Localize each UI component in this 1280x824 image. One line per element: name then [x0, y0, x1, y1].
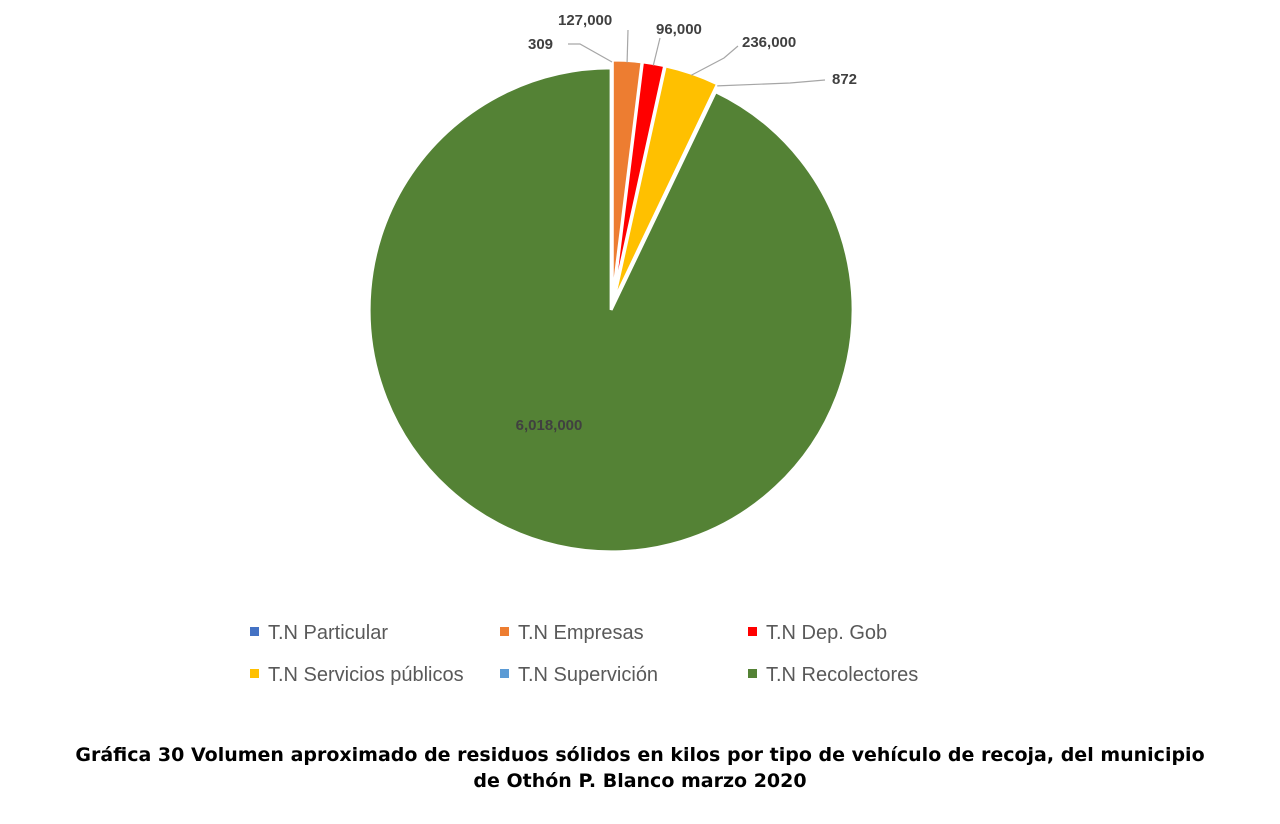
data-label: 309 — [528, 36, 553, 53]
legend-item-dep-gob: T.N Dep. Gob — [748, 622, 887, 645]
leader-line — [568, 43, 613, 63]
legend-label: T.N Servicios públicos — [268, 664, 464, 686]
legend-swatch — [250, 669, 259, 678]
leader-lines — [568, 29, 826, 87]
data-label: 6,018,000 — [516, 417, 583, 434]
legend-label: T.N Dep. Gob — [766, 622, 888, 644]
legend-item-particular: T.N Particular — [250, 622, 388, 645]
legend-label: T.N Empresas — [518, 622, 644, 644]
legend: T.N Particular T.N Empresas T.N Dep. Gob… — [250, 622, 970, 694]
leader-line — [652, 37, 661, 66]
leader-line — [691, 45, 739, 76]
legend-label: T.N Recolectores — [766, 664, 919, 686]
leader-line — [626, 29, 629, 63]
data-label: 872 — [832, 71, 857, 88]
legend-label: T.N Supervición — [518, 664, 659, 686]
data-label: 127,000 — [558, 12, 612, 29]
caption-line-2: de Othón P. Blanco marzo 2020 — [473, 770, 807, 792]
data-label: 96,000 — [656, 21, 702, 38]
legend-swatch — [748, 669, 757, 678]
data-labels: 309 127,000 96,000 236,000 872 6,018,000 — [516, 12, 857, 434]
legend-swatch — [250, 627, 259, 636]
legend-swatch — [500, 669, 509, 678]
legend-item-servicios: T.N Servicios públicos — [250, 664, 464, 687]
legend-swatch — [500, 627, 509, 636]
legend-item-recolectores: T.N Recolectores — [748, 664, 918, 687]
leader-line — [717, 79, 826, 87]
legend-item-supervicion: T.N Supervición — [500, 664, 658, 687]
caption-line-1: Gráfica 30 Volumen aproximado de residuo… — [75, 744, 1205, 766]
legend-label: T.N Particular — [268, 622, 389, 644]
pie-slice — [367, 66, 855, 554]
legend-swatch — [748, 627, 757, 636]
data-label: 236,000 — [742, 34, 796, 51]
legend-item-empresas: T.N Empresas — [500, 622, 644, 645]
figure-caption: Gráfica 30 Volumen aproximado de residuo… — [0, 742, 1280, 794]
pie-slices — [367, 58, 855, 554]
